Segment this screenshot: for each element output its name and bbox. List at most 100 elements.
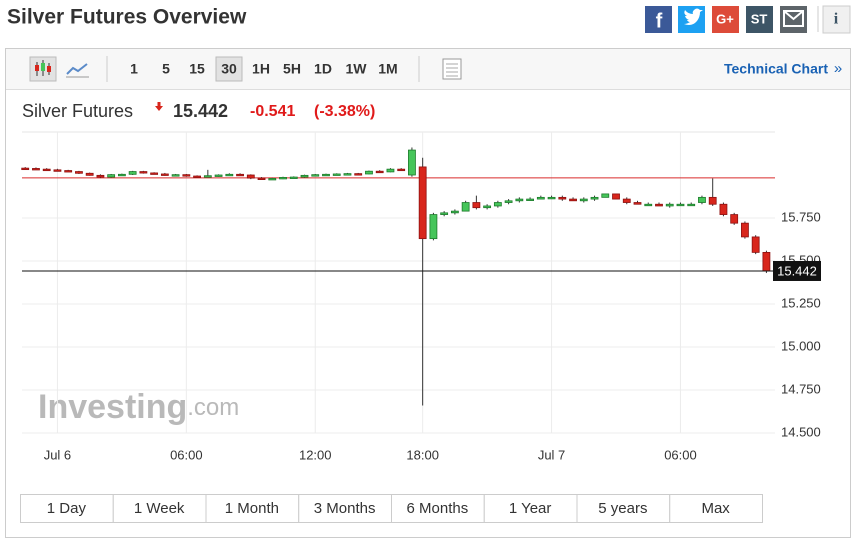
candle-body bbox=[515, 198, 524, 202]
range-label[interactable]: 1 Day bbox=[47, 500, 87, 517]
candle-body bbox=[730, 214, 739, 224]
share-google[interactable]: G+ bbox=[712, 6, 739, 33]
candle-body bbox=[182, 174, 191, 177]
info-button[interactable]: i bbox=[822, 5, 851, 34]
y-tick-label: 15.000 bbox=[781, 338, 821, 353]
share-label: i bbox=[834, 11, 839, 28]
share-mail[interactable] bbox=[780, 6, 807, 33]
candle-body bbox=[698, 196, 706, 203]
candle-body bbox=[526, 198, 534, 201]
candle-chart-button[interactable] bbox=[29, 56, 57, 82]
candle-body bbox=[579, 198, 588, 202]
watermark: Investing.com bbox=[38, 388, 239, 426]
x-tick-label: Jul 7 bbox=[538, 447, 565, 462]
candle-body bbox=[665, 203, 674, 207]
x-tick-label: 06:00 bbox=[170, 447, 203, 462]
candle-body bbox=[42, 168, 51, 172]
last-price-label: 15.442 bbox=[777, 263, 817, 278]
down-arrow bbox=[155, 102, 163, 111]
candle-body bbox=[397, 168, 406, 172]
interval-button[interactable]: 30 bbox=[221, 61, 237, 77]
candle-body bbox=[612, 193, 620, 200]
candle-body bbox=[53, 169, 62, 172]
candle-body bbox=[225, 173, 234, 177]
table-button[interactable] bbox=[442, 58, 462, 80]
candle-body bbox=[311, 174, 320, 177]
range-label[interactable]: 1 Month bbox=[225, 500, 279, 517]
candle-body bbox=[322, 173, 330, 177]
interval-button[interactable]: 1 bbox=[130, 61, 138, 77]
candle-body bbox=[107, 174, 116, 178]
y-tick-label: 14.750 bbox=[781, 381, 821, 396]
range-label[interactable]: 6 Months bbox=[407, 500, 469, 517]
candle-body bbox=[676, 203, 685, 207]
candle-body bbox=[160, 173, 169, 176]
range-button[interactable] bbox=[669, 494, 763, 523]
candle-body bbox=[472, 202, 481, 209]
interval-active bbox=[215, 56, 243, 82]
candle-body bbox=[289, 176, 298, 179]
candle-body bbox=[64, 170, 73, 173]
candle-body bbox=[622, 198, 631, 203]
candle-body bbox=[332, 173, 341, 176]
interval-button[interactable]: 1D bbox=[314, 61, 332, 77]
candle-body bbox=[150, 172, 159, 175]
candle-body bbox=[633, 202, 642, 205]
candle-body bbox=[590, 196, 599, 200]
range-button[interactable] bbox=[112, 494, 207, 523]
instrument-name: Silver Futures bbox=[22, 101, 133, 121]
candle-body bbox=[236, 173, 244, 177]
technical-chart-link[interactable]: Technical Chart bbox=[724, 61, 828, 77]
candle-body bbox=[193, 175, 201, 178]
candle-body bbox=[536, 196, 545, 200]
candle-body bbox=[418, 166, 427, 240]
range-button[interactable] bbox=[483, 494, 578, 523]
range-label[interactable]: Max bbox=[701, 500, 730, 517]
interval-button[interactable]: 5 bbox=[162, 61, 170, 77]
candle-body bbox=[687, 203, 696, 207]
range-label[interactable]: 3 Months bbox=[314, 500, 376, 517]
interval-button[interactable]: 1M bbox=[378, 61, 397, 77]
candle-body bbox=[762, 251, 771, 272]
interval-button[interactable]: 1H bbox=[252, 61, 270, 77]
candle-body bbox=[708, 196, 717, 205]
range-button[interactable] bbox=[576, 494, 671, 523]
candle-body bbox=[569, 198, 577, 202]
range-label[interactable]: 1 Year bbox=[509, 500, 552, 517]
price-change-percent: (-3.38%) bbox=[314, 103, 375, 120]
range-button[interactable] bbox=[205, 494, 300, 523]
candle-body bbox=[450, 210, 459, 214]
candle-body bbox=[128, 171, 137, 175]
candle-body bbox=[386, 168, 395, 173]
candle-body bbox=[429, 214, 438, 240]
candle-body bbox=[246, 174, 255, 179]
interval-button[interactable]: 5H bbox=[283, 61, 301, 77]
candle-body bbox=[547, 196, 556, 200]
y-tick-label: 15.750 bbox=[781, 209, 821, 224]
range-button[interactable] bbox=[391, 494, 485, 523]
share-facebook[interactable]: f bbox=[645, 6, 672, 33]
candle-body bbox=[75, 171, 83, 174]
candle-body bbox=[139, 171, 148, 174]
y-tick-label: 14.500 bbox=[781, 424, 821, 439]
candle-body bbox=[343, 173, 352, 176]
y-tick-label: 15.250 bbox=[781, 295, 821, 310]
interval-button[interactable]: 1W bbox=[346, 61, 368, 77]
share-label: f bbox=[656, 10, 663, 32]
candle-body bbox=[21, 167, 30, 171]
line-chart-button[interactable] bbox=[66, 63, 89, 78]
share-label: ST bbox=[751, 11, 768, 26]
range-label[interactable]: 5 years bbox=[598, 500, 647, 517]
interval-button[interactable]: 15 bbox=[189, 61, 205, 77]
candle-body bbox=[408, 149, 416, 176]
share-stocktwits[interactable]: ST bbox=[746, 6, 773, 33]
candle-body bbox=[504, 200, 513, 203]
candle-body bbox=[85, 172, 94, 176]
candle-body bbox=[741, 222, 749, 238]
candle-body bbox=[279, 177, 287, 180]
candle-body bbox=[493, 202, 502, 207]
share-twitter[interactable] bbox=[678, 6, 705, 33]
range-label[interactable]: 1 Week bbox=[134, 500, 185, 517]
